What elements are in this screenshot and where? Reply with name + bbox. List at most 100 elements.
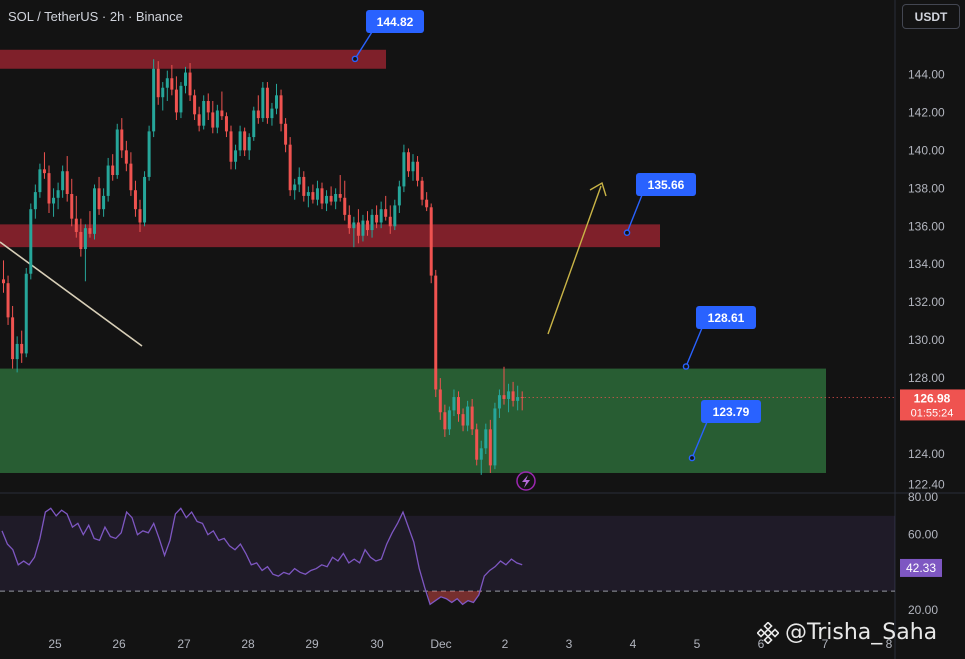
time-tick-label: 29 [305, 637, 319, 651]
last-price-badge [900, 389, 965, 421]
rsi-tick-label: 80.00 [908, 490, 938, 504]
callout-pointer [626, 194, 643, 233]
candle [79, 231, 83, 250]
candle [288, 144, 292, 191]
candle [111, 165, 115, 176]
rsi-tick-label: 60.00 [908, 528, 938, 542]
price-tick-label: 140.00 [908, 143, 945, 157]
time-tick-label: 30 [370, 637, 384, 651]
callout-pointer [354, 31, 373, 60]
binance-logo-icon [757, 621, 779, 644]
candle [452, 397, 456, 411]
candle [443, 412, 447, 430]
time-tick-label: 28 [241, 637, 255, 651]
time-tick-label: 25 [48, 637, 62, 651]
candle [188, 72, 192, 96]
candle [238, 131, 242, 151]
candle [447, 410, 451, 430]
price-tick-label: 138.00 [908, 181, 945, 195]
candle [306, 192, 310, 196]
candle [293, 184, 297, 191]
candle [129, 163, 133, 191]
callout-anchor [623, 229, 631, 237]
candle [366, 220, 369, 231]
candle [275, 95, 278, 109]
price-callout: 144.82 [351, 10, 424, 63]
candle [425, 199, 429, 208]
candle [247, 137, 251, 151]
candle [138, 209, 142, 223]
candle [475, 429, 479, 460]
candle [52, 197, 56, 204]
candle [397, 186, 401, 206]
candle [234, 150, 238, 162]
candle [311, 192, 315, 200]
candle [502, 395, 506, 399]
candle [370, 214, 374, 231]
time-tick-label: 3 [566, 637, 573, 651]
price-callout: 128.61 [682, 306, 756, 370]
candle [65, 171, 69, 195]
callout-label: 135.66 [648, 178, 685, 192]
candle [325, 195, 329, 204]
candle [379, 209, 383, 223]
candle [375, 214, 379, 223]
rsi-line [1, 507, 523, 606]
candle [61, 171, 65, 191]
currency-button[interactable]: USDT [902, 4, 960, 29]
candle [106, 165, 110, 196]
candle [479, 448, 483, 460]
price-tick-label: 124.00 [908, 447, 945, 461]
projection-arrow [547, 185, 602, 335]
callout-anchor [688, 454, 696, 462]
candle [70, 194, 74, 219]
candle [343, 197, 347, 215]
price-tick-label: 122.40 [908, 477, 945, 491]
candle [133, 190, 137, 210]
candle [170, 78, 174, 90]
candle [152, 68, 156, 132]
rsi-current-label: 42.33 [906, 561, 936, 575]
time-tick-label: 26 [112, 637, 126, 651]
price-tick-label: 134.00 [908, 257, 945, 271]
candle [488, 429, 492, 466]
candle [302, 176, 306, 196]
candle [484, 429, 488, 449]
price-tick-label: 144.00 [908, 67, 945, 81]
callout-box [696, 306, 756, 329]
candle [83, 228, 87, 250]
projection-arrowhead [589, 181, 607, 197]
candle [224, 116, 228, 132]
callout-box [636, 173, 696, 196]
candle [347, 214, 351, 229]
candle [265, 87, 269, 119]
candle [279, 95, 283, 124]
candle [338, 194, 342, 198]
callout-box [366, 10, 424, 33]
time-tick-label: 2 [502, 637, 509, 651]
candle [97, 188, 101, 210]
time-tick-label: 8 [886, 637, 893, 651]
candle [47, 173, 51, 204]
last-price-label: 126.98 [914, 391, 951, 405]
candle [411, 161, 415, 172]
candle [406, 152, 410, 172]
price-tick-label: 136.00 [908, 219, 945, 233]
candle [206, 101, 210, 113]
candle [184, 72, 187, 86]
candle [516, 397, 520, 401]
candle [147, 131, 151, 177]
candle [143, 176, 147, 223]
callout-anchor [351, 55, 359, 63]
callout-box [701, 400, 761, 423]
candle [93, 188, 96, 234]
candle [38, 169, 42, 193]
candle [361, 220, 365, 236]
candle [120, 129, 124, 151]
rsi-oversold-fill [427, 591, 482, 605]
candle [102, 195, 106, 210]
candle [24, 273, 28, 354]
candle [197, 114, 201, 126]
